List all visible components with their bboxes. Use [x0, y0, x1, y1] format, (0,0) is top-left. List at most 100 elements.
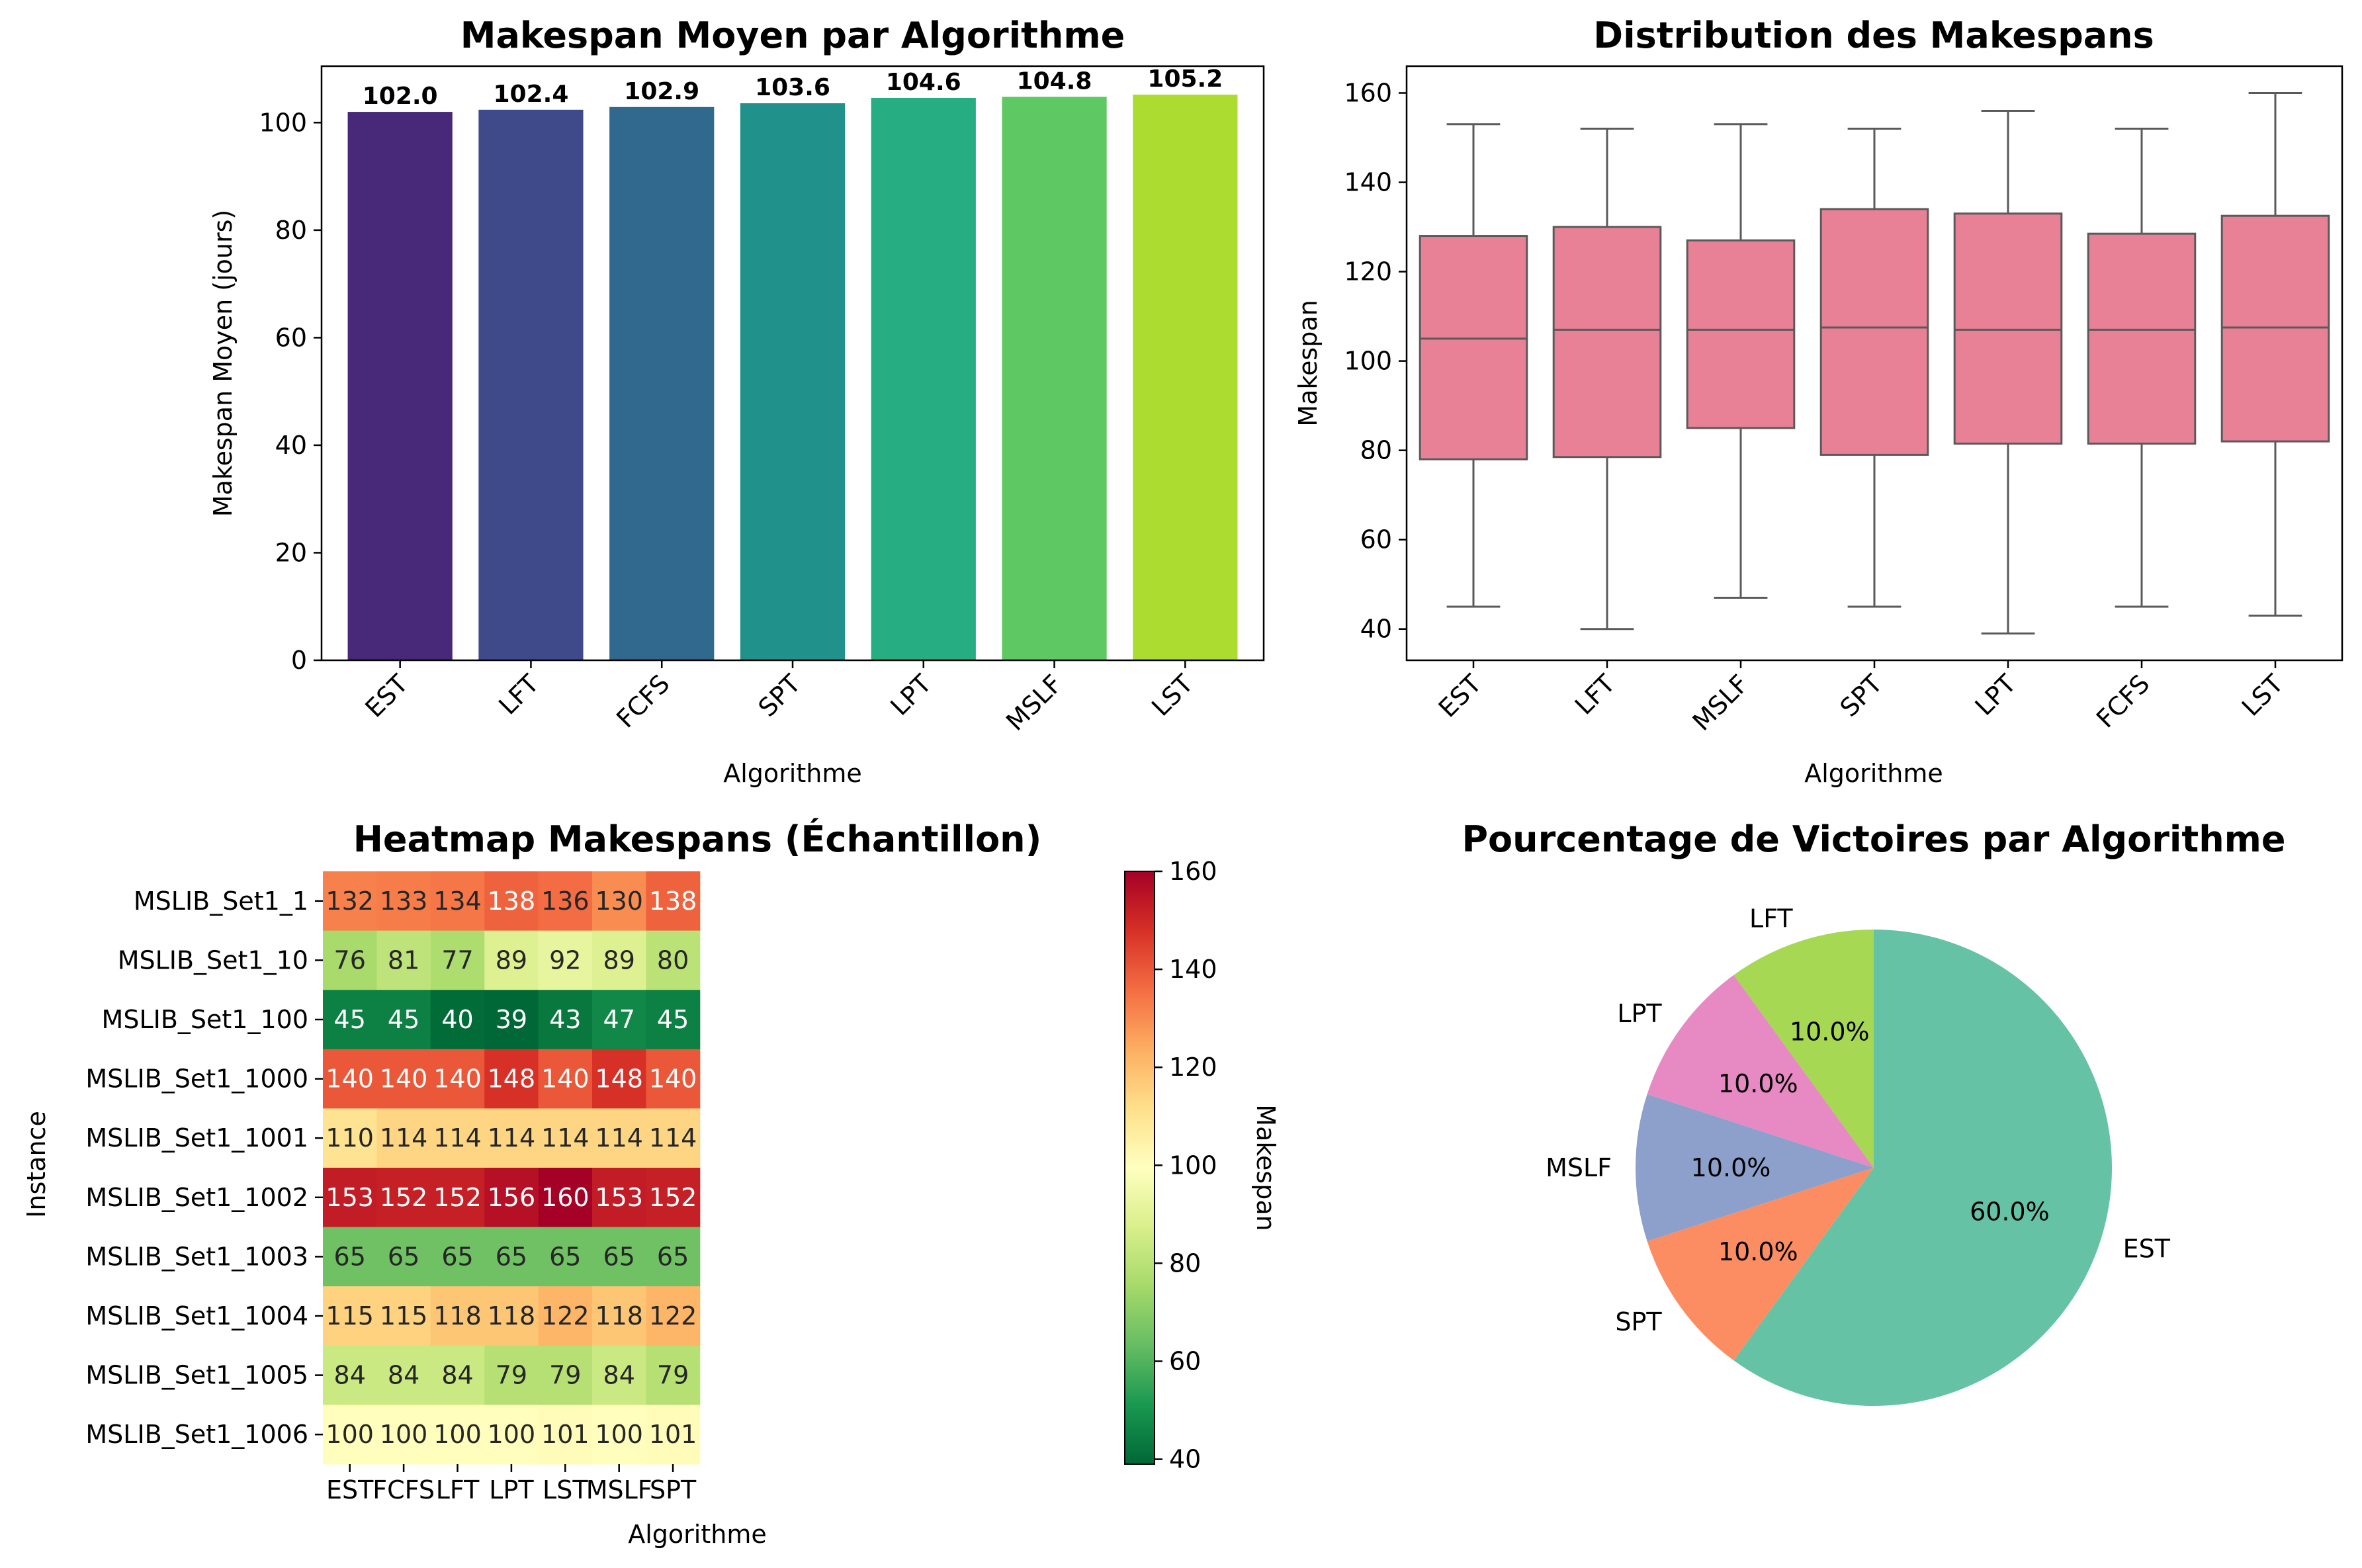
heat-cell [538, 990, 593, 1050]
heat-cell-value: 65 [441, 1242, 473, 1271]
heat-cell [646, 990, 701, 1050]
pie-pct-label: 10.0% [1718, 1237, 1798, 1266]
box-lpt [1953, 212, 2063, 445]
heat-cell [646, 1108, 701, 1168]
heat-cell-value: 65 [549, 1242, 581, 1271]
heat-cell [592, 990, 646, 1050]
heat-cell-value: 89 [603, 945, 635, 975]
heat-cell-value: 122 [649, 1301, 697, 1330]
heat-cell-value: 140 [541, 1065, 590, 1094]
bar-ytick-label: 40 [275, 431, 307, 460]
box-plot-xlabel: Algorithme [1804, 759, 1943, 788]
heat-cell-value: 114 [649, 1123, 697, 1153]
heat-cell [592, 871, 646, 932]
box-ytick-label: 60 [1360, 525, 1392, 554]
heat-cell-value: 136 [541, 887, 590, 916]
pie-label: LFT [1749, 904, 1793, 933]
pie-slice-est [1733, 930, 2113, 1406]
heat-cell [646, 1049, 701, 1109]
heat-cell-value: 130 [595, 887, 643, 916]
heat-cell [323, 1168, 377, 1228]
colorbar-tick-label: 140 [1169, 955, 1217, 984]
heat-cell-value: 43 [549, 1005, 581, 1034]
heat-cell [538, 1049, 593, 1109]
pie-label: EST [2123, 1234, 2171, 1263]
heat-cell-value: 153 [326, 1183, 374, 1212]
box-ytick-label: 120 [1344, 257, 1392, 286]
heat-cell [484, 1168, 539, 1228]
heat-cell [323, 990, 377, 1050]
heat-cell-value: 79 [549, 1361, 581, 1390]
bar-chart-xlabel: Algorithme [723, 759, 861, 788]
box-est [1419, 235, 1528, 460]
pie-slice-mslf [1636, 1094, 1874, 1242]
heat-cell-value: 152 [380, 1183, 428, 1212]
heat-cell [538, 1227, 593, 1287]
bar-value-label: 102.0 [363, 83, 438, 110]
heat-cell [484, 1345, 539, 1405]
box-ytick-label: 100 [1344, 347, 1392, 376]
heatmap-title: Heatmap Makespans (Échantillon) [353, 818, 1042, 860]
heat-cell [646, 930, 701, 990]
heat-cell [376, 1405, 431, 1465]
heat-cell-value: 47 [603, 1005, 635, 1034]
heatmap-ylabel: Instance [22, 1111, 51, 1218]
heat-cell-value: 118 [595, 1301, 643, 1330]
heat-cell [538, 1168, 593, 1228]
heat-cell [646, 1345, 701, 1405]
heat-cell [538, 1108, 593, 1168]
heat-cell [538, 1286, 593, 1346]
colorbar-frame [1124, 871, 1155, 1465]
heat-cell-value: 118 [433, 1301, 482, 1330]
heat-cell [592, 1168, 646, 1228]
heat-cell-value: 100 [595, 1420, 643, 1449]
heat-row-label: MSLIB_Set1_1002 [85, 1183, 308, 1212]
heat-cell [376, 1345, 431, 1405]
heat-cell [484, 1286, 539, 1346]
heat-cell [430, 1108, 485, 1168]
heat-cell-value: 148 [595, 1065, 643, 1094]
bar-lst [1133, 95, 1238, 661]
heat-cell-value: 65 [334, 1242, 366, 1271]
heat-cell-value: 79 [496, 1361, 527, 1390]
bar-value-label: 102.4 [494, 81, 569, 108]
heat-cell-value: 89 [496, 945, 527, 975]
heat-cell [376, 1049, 431, 1109]
heat-cell-value: 140 [326, 1065, 374, 1094]
pie-pct-label: 10.0% [1691, 1153, 1771, 1182]
heat-cell [323, 1227, 377, 1287]
heat-cell-value: 79 [657, 1361, 689, 1390]
pie-slice-spt [1647, 1168, 1874, 1361]
bar-value-label: 102.9 [624, 78, 699, 105]
heat-cell [646, 1168, 701, 1228]
heat-cell [323, 1405, 377, 1465]
box-ytick-label: 140 [1344, 168, 1392, 197]
heat-cell [376, 1227, 431, 1287]
heat-cell [484, 1108, 539, 1168]
pie-label: MSLF [1546, 1153, 1612, 1182]
colorbar [1125, 871, 1155, 1464]
heat-cell [430, 1049, 485, 1109]
heat-cell-value: 160 [541, 1183, 590, 1212]
box-plot-title: Distribution des Makespans [1593, 15, 2154, 56]
heat-cell-value: 77 [441, 945, 473, 975]
heat-cell-value: 122 [541, 1301, 590, 1330]
bar-lft [478, 109, 584, 661]
heat-cell-value: 101 [649, 1420, 697, 1449]
colorbar-tick-label: 40 [1169, 1445, 1201, 1474]
heat-cell-value: 76 [334, 945, 366, 975]
bar-chart-panel: Makespan Moyen par Algorithme 0 20 40 60 80 1… [208, 15, 1265, 788]
heat-cell-value: 40 [441, 1005, 473, 1034]
heat-cell [376, 1286, 431, 1346]
bar-mslf [1002, 97, 1107, 661]
heat-cell-value: 115 [326, 1301, 374, 1330]
heat-cell [592, 1049, 646, 1109]
heat-cell [430, 1168, 485, 1228]
colorbar-tick-label: 160 [1169, 857, 1217, 886]
pie-chart-panel: Pourcentage de Victoires par Algorithme … [1462, 818, 2286, 1406]
bar-ytick-label: 20 [275, 538, 307, 567]
box-spt [1819, 208, 1929, 456]
heat-col-label: SPT [650, 1475, 697, 1504]
heat-cell [323, 871, 377, 932]
bar-chart-ylabel: Makespan Moyen (jours) [208, 210, 238, 517]
